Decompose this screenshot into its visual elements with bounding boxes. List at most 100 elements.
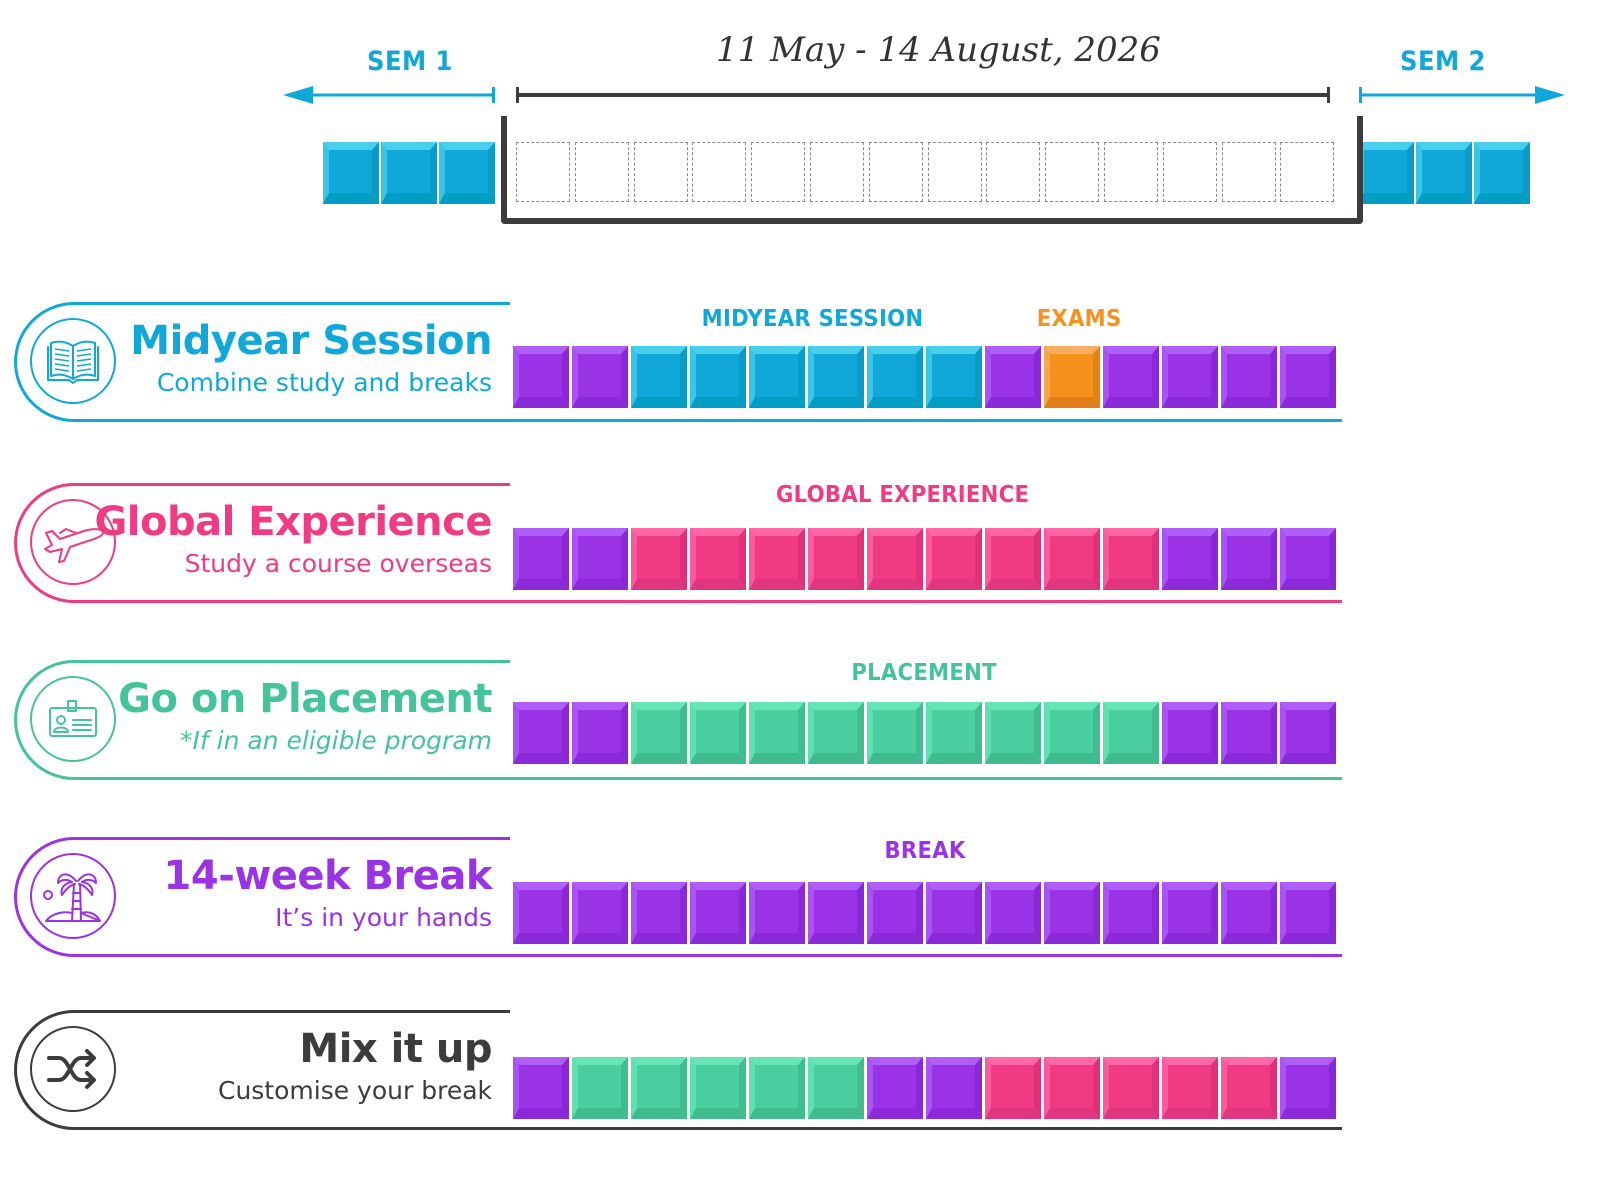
option-row-midyear: Midyear Session Combine study and breaks bbox=[14, 302, 1342, 422]
row-subtitle: Combine study and breaks bbox=[156, 368, 492, 397]
week-block-placement bbox=[926, 702, 982, 764]
week-block-break bbox=[513, 346, 569, 408]
week-block-break bbox=[1162, 528, 1218, 590]
sem1-week-block bbox=[323, 142, 379, 204]
week-block-break bbox=[1221, 346, 1277, 408]
week-block-placement bbox=[690, 702, 746, 764]
row-subtitle: Study a course overseas bbox=[184, 549, 492, 578]
phase-label: EXAMS bbox=[1036, 306, 1122, 332]
sem1-arrow-icon bbox=[283, 86, 495, 104]
sem2-week-block bbox=[1474, 142, 1530, 204]
week-block-placement bbox=[749, 702, 805, 764]
airplane-icon bbox=[30, 499, 116, 585]
week-block-study bbox=[749, 346, 805, 408]
row-title: Mix it up bbox=[299, 1026, 492, 1072]
week-block-break bbox=[867, 882, 923, 944]
option-row-placement: Go on Placement *If in an eligible progra… bbox=[14, 660, 1342, 780]
week-block-study bbox=[808, 346, 864, 408]
week-block-break bbox=[1280, 882, 1336, 944]
empty-week-cell bbox=[751, 142, 806, 202]
week-block-global bbox=[1103, 528, 1159, 590]
week-block-break bbox=[985, 346, 1041, 408]
week-block-break bbox=[631, 882, 687, 944]
week-block-global bbox=[749, 528, 805, 590]
week-block-global bbox=[1044, 1057, 1100, 1119]
week-block-break bbox=[1280, 528, 1336, 590]
row-frame-bottom bbox=[74, 419, 1342, 422]
week-block-break bbox=[1162, 882, 1218, 944]
phase-label: GLOBAL EXPERIENCE bbox=[776, 482, 1030, 508]
week-block-break bbox=[513, 1057, 569, 1119]
empty-week-cell bbox=[516, 142, 570, 202]
option-row-mix: Mix it up Customise your break bbox=[14, 1010, 1342, 1130]
week-block-break bbox=[808, 882, 864, 944]
row-frame-top bbox=[74, 1010, 510, 1013]
row-frame-top bbox=[74, 483, 510, 486]
id-badge-icon bbox=[30, 676, 116, 762]
open-book-icon bbox=[30, 318, 116, 404]
week-block-break bbox=[926, 1057, 982, 1119]
sem2-label: SEM 2 bbox=[1400, 46, 1486, 77]
empty-week-cell bbox=[1045, 142, 1100, 202]
week-block-break bbox=[1280, 702, 1336, 764]
empty-week-cell bbox=[574, 142, 629, 202]
sem1-label: SEM 1 bbox=[367, 46, 453, 77]
sem2-arrow-icon bbox=[1359, 86, 1565, 104]
option-row-break: 14-week Break It’s in your hands bbox=[14, 837, 1342, 957]
empty-week-cell bbox=[927, 142, 982, 202]
week-block-global bbox=[808, 528, 864, 590]
empty-week-cell bbox=[1280, 142, 1335, 202]
week-block-break bbox=[749, 882, 805, 944]
phase-label: PLACEMENT bbox=[851, 660, 997, 686]
week-block-placement bbox=[631, 1057, 687, 1119]
week-block-global bbox=[1103, 1057, 1159, 1119]
week-block-study bbox=[631, 346, 687, 408]
week-block-placement bbox=[749, 1057, 805, 1119]
sem2-week-block bbox=[1358, 142, 1414, 204]
week-block-study bbox=[867, 346, 923, 408]
empty-week-cell bbox=[1221, 142, 1276, 202]
row-title: 14-week Break bbox=[163, 853, 493, 899]
week-block-placement bbox=[631, 702, 687, 764]
palm-island-icon bbox=[30, 853, 116, 939]
empty-week-cell bbox=[692, 142, 747, 202]
week-block-break bbox=[572, 702, 628, 764]
sem2-week-block bbox=[1416, 142, 1472, 204]
week-block-break bbox=[572, 882, 628, 944]
empty-weeks-grid bbox=[516, 142, 1336, 204]
week-block-break bbox=[1280, 1057, 1336, 1119]
week-block-break bbox=[1044, 882, 1100, 944]
empty-week-cell bbox=[868, 142, 923, 202]
date-range-title: 11 May - 14 August, 2026 bbox=[716, 30, 1161, 70]
week-block-break bbox=[1162, 346, 1218, 408]
week-block-break bbox=[572, 346, 628, 408]
week-block-placement bbox=[808, 702, 864, 764]
row-subtitle: *If in an eligible program bbox=[180, 726, 492, 755]
week-block-break bbox=[513, 528, 569, 590]
row-frame-bottom bbox=[74, 777, 1342, 780]
week-block-global bbox=[690, 528, 746, 590]
row-title: Go on Placement bbox=[118, 676, 492, 722]
week-block-break bbox=[513, 702, 569, 764]
week-block-break bbox=[1103, 346, 1159, 408]
date-range-line bbox=[516, 87, 1330, 103]
week-block-placement bbox=[808, 1057, 864, 1119]
week-block-break bbox=[867, 1057, 923, 1119]
week-block-break bbox=[1280, 346, 1336, 408]
week-block-global bbox=[867, 528, 923, 590]
phase-label: MIDYEAR SESSION bbox=[701, 306, 924, 332]
week-block-global bbox=[1221, 1057, 1277, 1119]
row-frame-bottom bbox=[74, 954, 1342, 957]
shuffle-icon bbox=[30, 1026, 116, 1112]
week-block-global bbox=[1044, 528, 1100, 590]
empty-week-cell bbox=[810, 142, 864, 202]
week-block-placement bbox=[867, 702, 923, 764]
week-block-exam bbox=[1044, 346, 1100, 408]
empty-week-cell bbox=[986, 142, 1041, 202]
week-block-break bbox=[572, 528, 628, 590]
row-frame-bottom bbox=[74, 600, 1342, 603]
week-block-placement bbox=[690, 1057, 746, 1119]
row-title: Global Experience bbox=[94, 499, 492, 545]
row-title: Midyear Session bbox=[130, 318, 492, 364]
week-block-global bbox=[985, 1057, 1041, 1119]
